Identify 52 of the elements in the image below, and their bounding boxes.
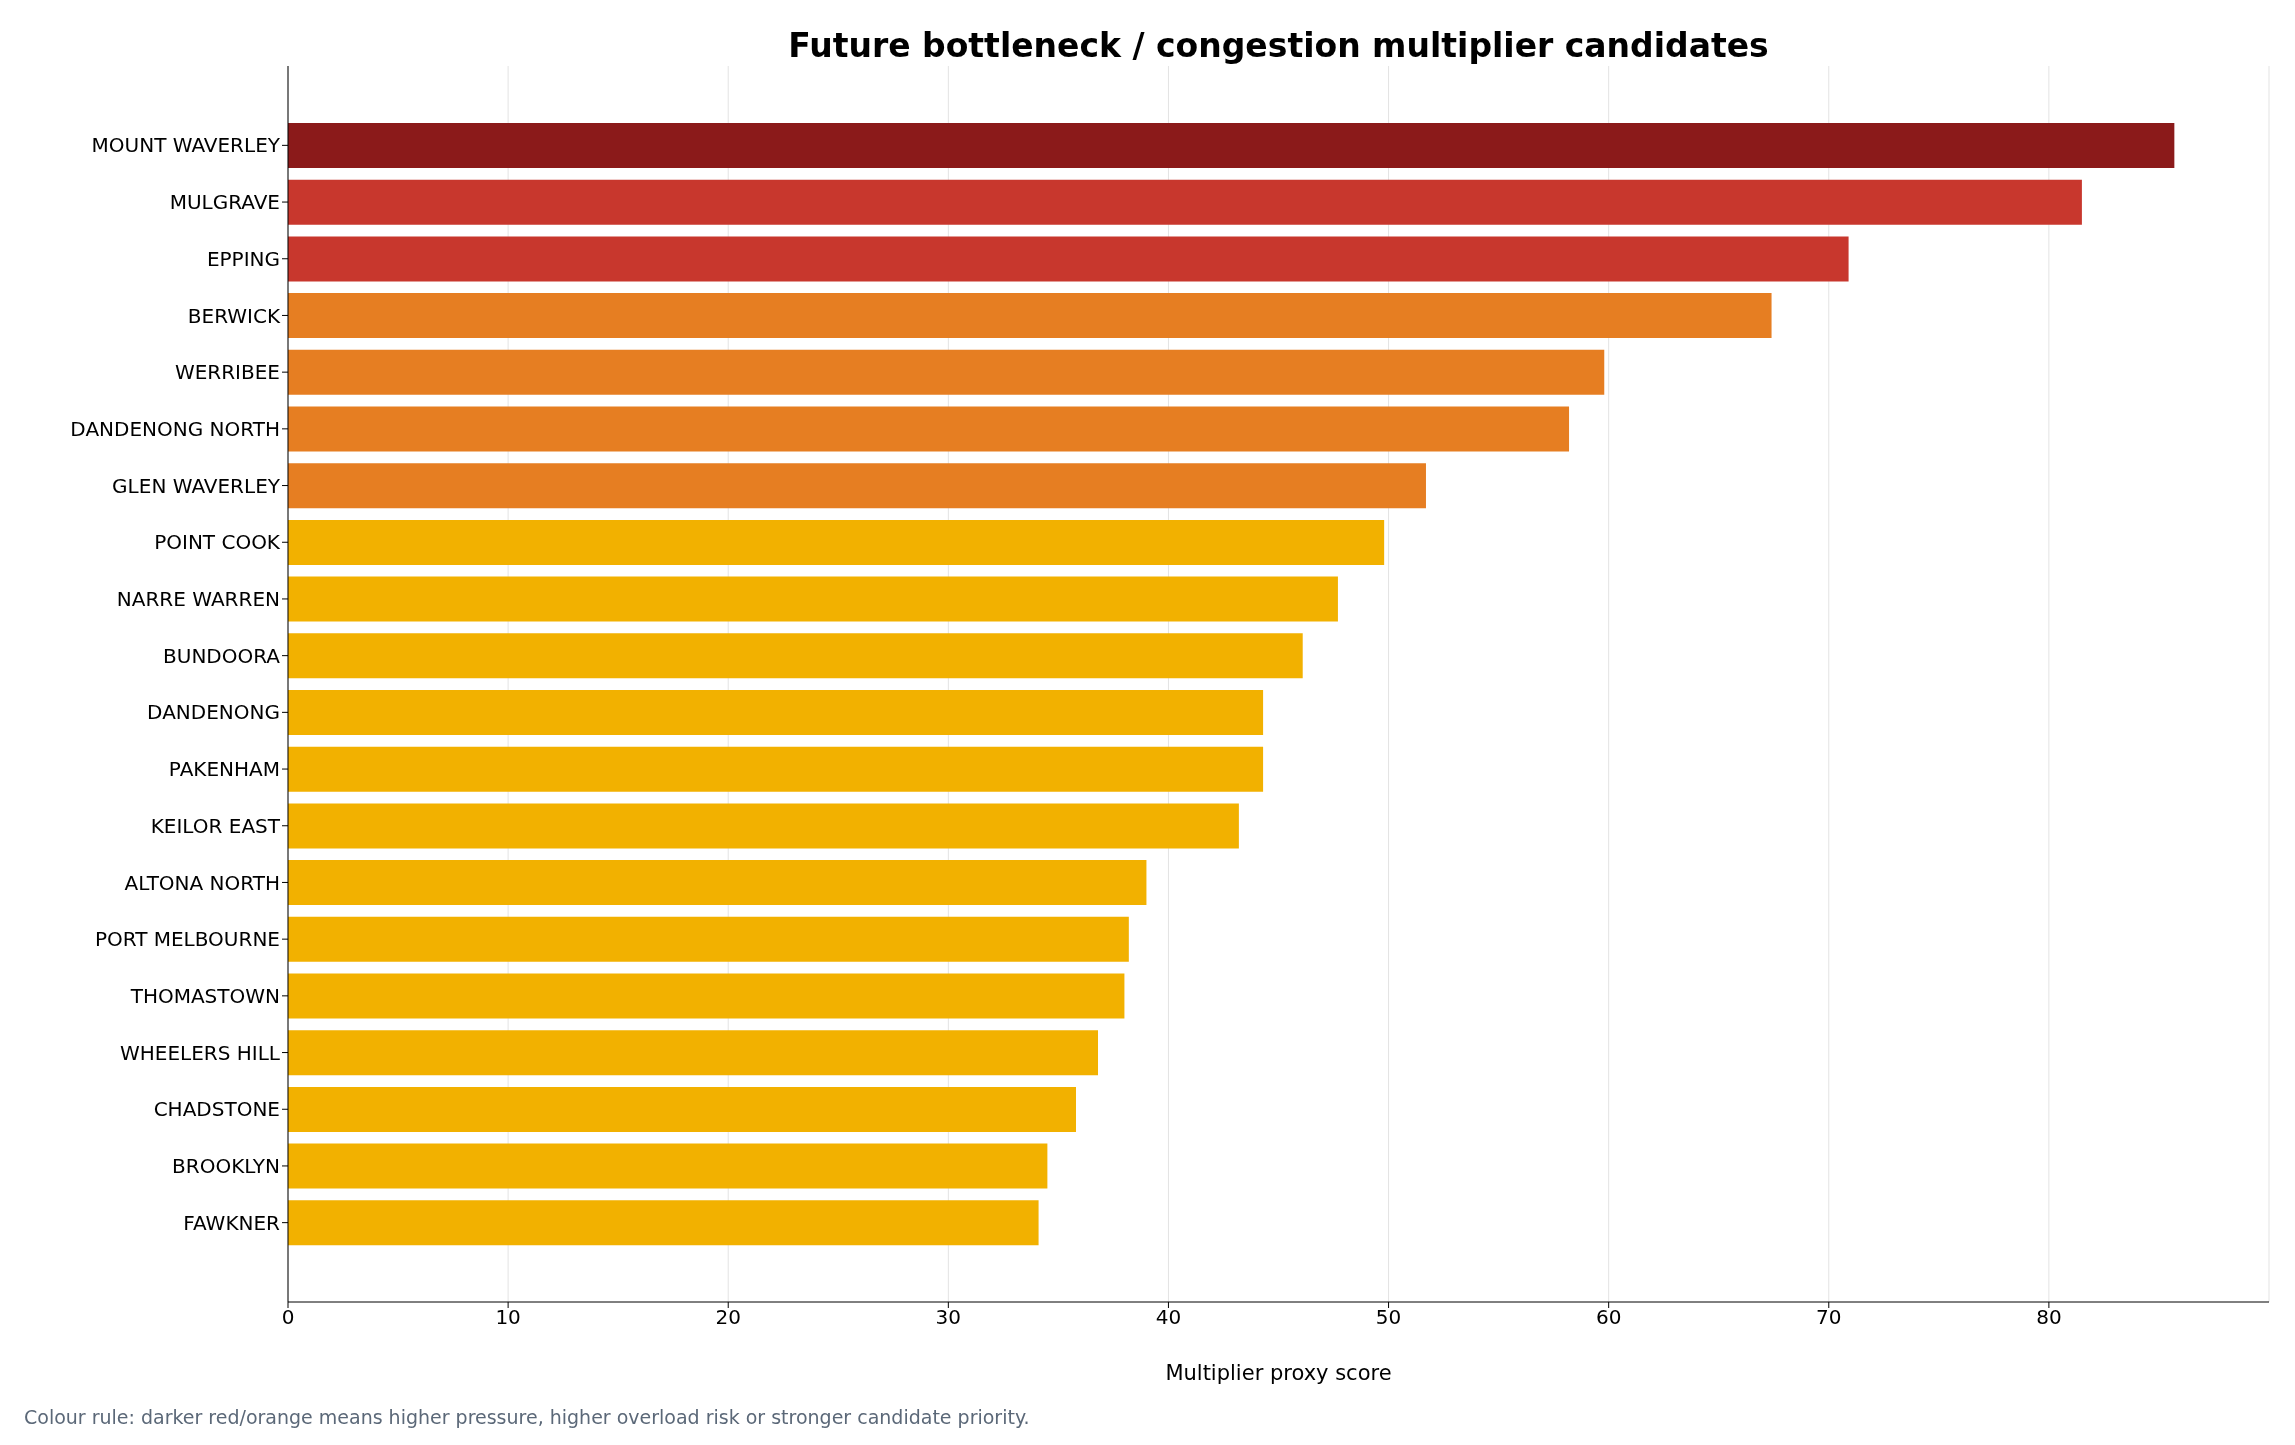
bar — [288, 1143, 1048, 1189]
y-tick-label: WHEELERS HILL — [119, 1040, 281, 1065]
x-tick-label: 70 — [1816, 1305, 1842, 1330]
bar — [288, 236, 1849, 282]
y-tick-label: PORT MELBOURNE — [94, 927, 280, 952]
y-tick-label: MOUNT WAVERLEY — [91, 133, 281, 158]
y-tick-label: ALTONA NORTH — [124, 870, 280, 895]
y-tick-label: BUNDOORA — [163, 643, 281, 668]
bar — [288, 293, 1772, 339]
x-tick-label: 10 — [495, 1305, 521, 1330]
bar — [288, 860, 1147, 906]
bar — [288, 690, 1264, 735]
bar — [288, 1200, 1039, 1246]
x-tick-label: 80 — [2036, 1305, 2062, 1330]
y-tick-label: PAKENHAM — [168, 757, 280, 782]
bar — [288, 179, 2082, 225]
bar — [288, 576, 1338, 622]
bar — [288, 1086, 1076, 1132]
y-tick-label: DANDENONG — [147, 700, 280, 725]
x-tick-label: 0 — [281, 1305, 295, 1330]
x-tick-label: 30 — [935, 1305, 962, 1330]
x-tick-label: 50 — [1375, 1305, 1402, 1330]
y-tick-label: BERWICK — [187, 303, 281, 328]
bar — [288, 633, 1303, 679]
y-tick-label: NARRE WARREN — [116, 587, 280, 612]
bar — [288, 463, 1426, 509]
y-tick-label: POINT COOK — [154, 530, 281, 555]
x-tick-label: 40 — [1155, 1305, 1182, 1330]
bar — [288, 349, 1605, 395]
y-tick-label: KEILOR EAST — [150, 813, 281, 838]
bar — [288, 803, 1239, 849]
x-axis-title: Multiplier proxy score — [1165, 1361, 1392, 1385]
y-tick-label: EPPING — [206, 246, 280, 271]
y-tick-label: GLEN WAVERLEY — [112, 473, 281, 498]
y-tick-label: MULGRAVE — [169, 190, 280, 215]
y-tick-label: CHADSTONE — [153, 1097, 280, 1122]
bar — [288, 406, 1570, 452]
x-tick-label: 20 — [715, 1305, 741, 1330]
chart-title: Future bottleneck / congestion multiplier candidates — [787, 26, 1770, 65]
bar — [288, 916, 1129, 962]
x-tick-label: 60 — [1595, 1305, 1622, 1330]
bar — [288, 1030, 1099, 1076]
bar — [288, 973, 1125, 1019]
y-tick-label: BROOKLYN — [172, 1154, 280, 1179]
bar — [288, 123, 2175, 168]
y-tick-label: DANDENONG NORTH — [70, 416, 280, 441]
bar — [288, 746, 1264, 792]
bar — [288, 519, 1385, 565]
y-tick-label: FAWKNER — [183, 1210, 281, 1235]
text: Colour rule: darker red/orange means higher pressure, higher overload risk or stronger candidate priority. — [24, 1406, 1030, 1428]
y-tick-label: WERRIBEE — [174, 360, 280, 385]
y-tick-label: THOMASTOWN — [129, 983, 280, 1008]
